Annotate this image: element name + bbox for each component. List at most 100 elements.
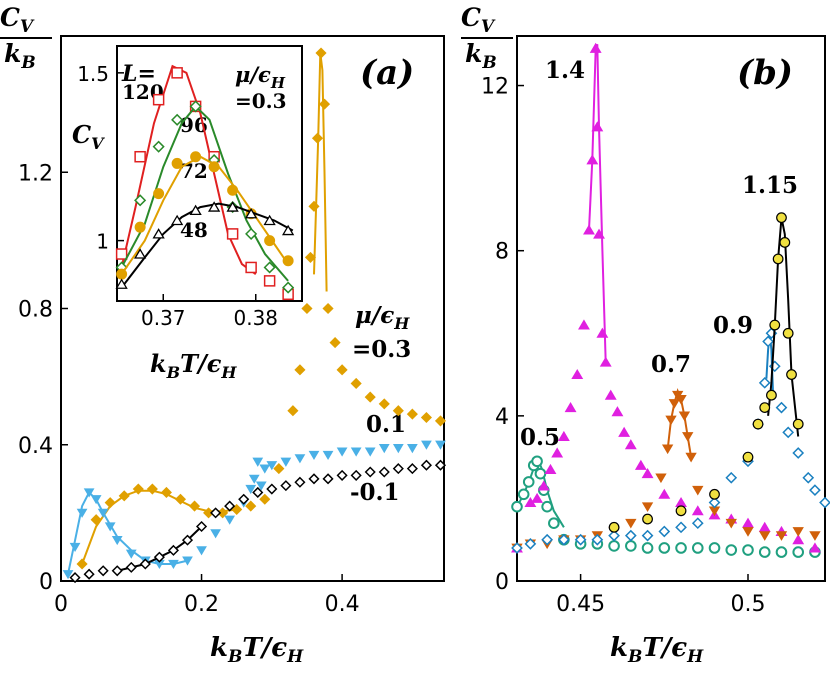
label-b-14: 1.4	[545, 57, 585, 84]
series-120-point	[152, 93, 165, 106]
series-03-point	[132, 483, 144, 495]
series-05	[511, 455, 821, 558]
series-03-point	[301, 302, 313, 315]
inset-y-tick-label: 1.5	[77, 62, 109, 86]
series-14-point	[624, 439, 637, 450]
series-05-point	[708, 542, 721, 554]
series-03-point	[245, 500, 257, 512]
series-05-point	[541, 500, 553, 513]
inset-L-48: 48	[180, 218, 208, 242]
series-07-point	[809, 531, 821, 541]
series-03-point	[231, 503, 243, 516]
series-14-point	[604, 389, 617, 400]
series-07-point	[685, 452, 697, 463]
series-14	[511, 42, 821, 553]
series-01-point	[336, 447, 348, 457]
series-72-fit-line	[120, 155, 289, 275]
series-01-point	[435, 440, 446, 450]
series-01-point	[364, 447, 376, 457]
series-09-point	[524, 537, 537, 550]
series-72-point	[153, 188, 165, 200]
panel-a-y-tick-label: 0.8	[18, 298, 53, 323]
series-03-point	[188, 500, 201, 512]
series-05-point	[625, 540, 637, 552]
series-14-point	[599, 356, 612, 367]
series-09-point	[541, 533, 553, 546]
panel-a-y-tick-label: 0.4	[18, 434, 53, 459]
series-03-point	[378, 398, 390, 410]
series-72-point	[190, 151, 202, 163]
series-03-point	[329, 337, 341, 349]
series-120-point	[115, 248, 128, 260]
series-05-point	[742, 544, 754, 556]
series-09-point	[708, 496, 721, 509]
series-09-point	[802, 471, 815, 484]
series-120-point	[226, 228, 239, 240]
series-01-point	[97, 565, 109, 577]
series-48-point	[244, 207, 258, 219]
series-01-point	[336, 469, 348, 481]
series-14-point	[557, 430, 570, 441]
series-01-point	[280, 480, 292, 492]
label-mu-m01: -0.1	[350, 479, 400, 506]
series-09-point	[558, 533, 570, 546]
series-01-point	[420, 459, 432, 471]
series-05-point	[522, 476, 535, 488]
series-03-point	[174, 493, 187, 505]
label-b-07: 0.7	[651, 351, 691, 378]
series-01-point	[378, 444, 390, 454]
series-01-point	[210, 507, 222, 519]
series-14-point	[596, 327, 609, 338]
series-115-point	[786, 369, 797, 380]
series-03-point	[259, 493, 271, 505]
series-09-point	[819, 496, 830, 509]
series-120-point	[245, 261, 257, 274]
series-03-point	[315, 47, 327, 59]
series-14-point	[578, 319, 590, 330]
series-48-fit-line	[120, 202, 294, 289]
series-01-point	[255, 481, 267, 491]
panel-b-xlabel: kBT/ϵH	[610, 633, 704, 667]
series-03-point	[308, 200, 320, 212]
series-01-point	[76, 508, 88, 518]
series-48-point	[207, 201, 221, 212]
series-03-point	[90, 514, 102, 526]
series-115-point	[776, 212, 787, 224]
series-05-point	[758, 546, 771, 558]
series-01-point	[168, 559, 179, 570]
inset-data	[115, 64, 295, 301]
series-01-point	[308, 473, 320, 485]
inset-xlabel: kBT/ϵH	[150, 349, 237, 382]
series-07-point	[759, 531, 771, 541]
series-09-point	[782, 426, 795, 439]
series-72-point	[208, 161, 220, 173]
label-b-09: 0.9	[713, 312, 753, 339]
series-09-point	[792, 447, 805, 459]
panel-b-y-tick-label: 0	[495, 570, 509, 595]
series-14-point	[571, 368, 584, 380]
series-01-point	[364, 466, 376, 478]
series-14-point	[544, 463, 557, 475]
series-48-point	[263, 214, 276, 226]
series-96-point	[282, 281, 295, 294]
series-48-point	[281, 224, 295, 236]
series-01-point	[181, 534, 194, 546]
series-01-point	[378, 466, 390, 478]
series-09-point	[691, 517, 704, 530]
series-01-point	[224, 515, 236, 525]
series-01-point	[308, 450, 320, 461]
series-09-point	[809, 484, 821, 497]
series-72	[116, 151, 294, 280]
series-03-point	[76, 558, 88, 570]
series-96-point	[152, 140, 165, 153]
panel-a-ylabel-den: kB	[4, 39, 36, 73]
series-14-point	[593, 228, 605, 239]
series-96-point	[263, 261, 276, 274]
series-03-point	[336, 364, 348, 376]
series-01-point	[139, 558, 151, 570]
series-72-point	[116, 268, 128, 280]
series-14-point	[591, 121, 604, 132]
series-03-point	[146, 483, 158, 495]
series-01-point	[125, 561, 137, 573]
